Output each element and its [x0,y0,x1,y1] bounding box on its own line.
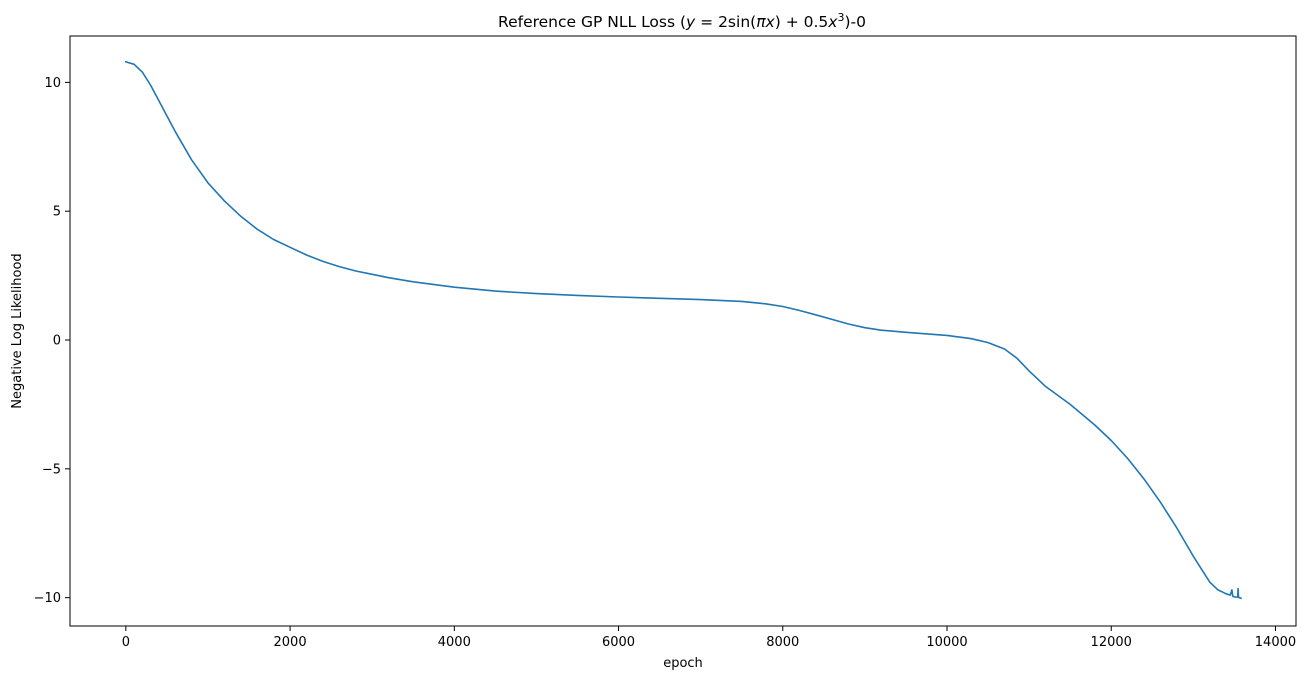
x-axis-label: epoch [663,656,703,671]
x-tick-label: 4000 [438,635,471,650]
x-axis-ticks: 0 2000 4000 6000 8000 10000 12000 14000 [122,626,1296,650]
y-axis-ticks: −10 −5 0 5 10 [34,76,70,606]
x-tick-label: 6000 [602,635,635,650]
y-tick-label: 5 [53,205,61,220]
series-line-nll [124,60,1242,600]
x-tick-label: 0 [122,635,130,650]
x-tick-label: 2000 [274,635,307,650]
x-tick-label: 8000 [766,635,799,650]
x-tick-label: 12000 [1091,635,1132,650]
x-tick-label: 14000 [1255,635,1296,650]
y-axis-label: Negative Log Likelihood [10,253,25,408]
axes-frame [69,35,1297,627]
y-tick-label: −5 [42,462,61,477]
y-tick-label: 0 [53,334,61,349]
plot-area [124,60,1242,600]
chart-title: Reference GP NLL Loss (y = 2sin(πx) + 0.… [498,11,866,31]
x-tick-label: 10000 [926,635,967,650]
y-tick-label: −10 [34,591,61,606]
y-tick-label: 10 [44,76,61,91]
